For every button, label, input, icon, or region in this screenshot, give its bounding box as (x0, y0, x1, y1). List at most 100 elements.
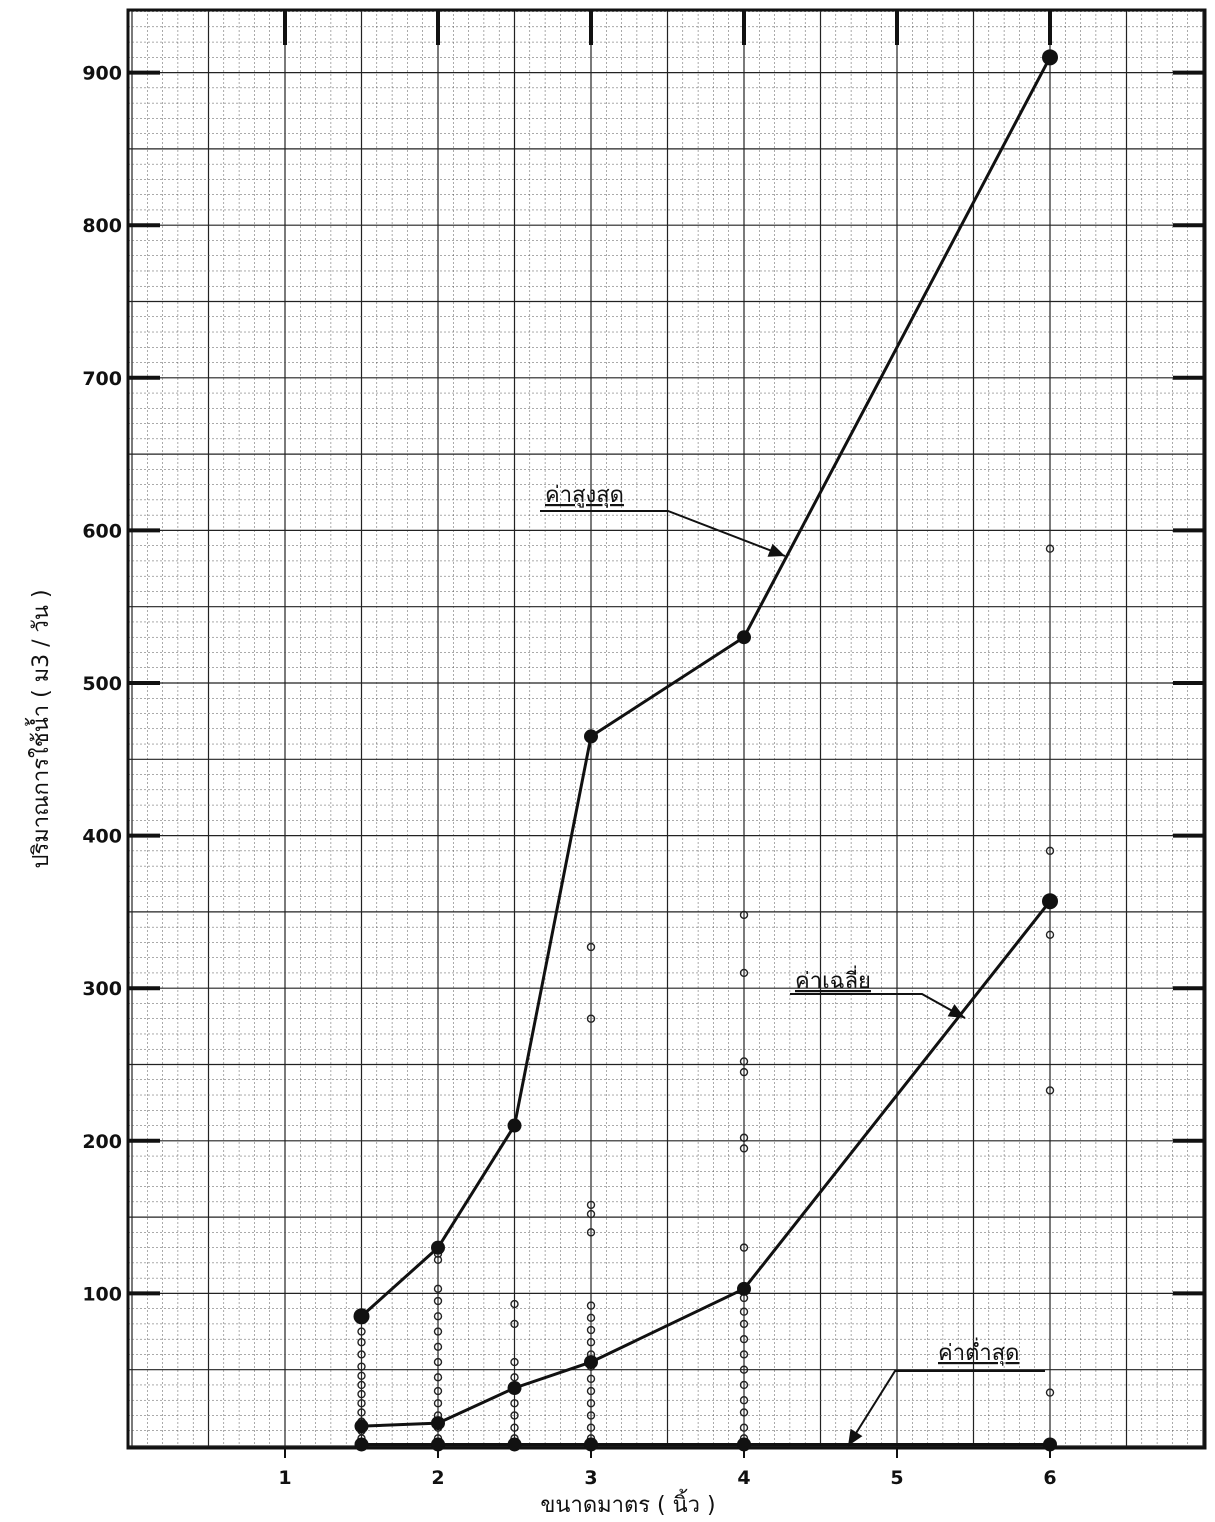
scatter-point (357, 1362, 366, 1371)
scatter-point (510, 1423, 519, 1432)
scatter-point (586, 1014, 596, 1023)
series-label: ค่าต่ำสุด (938, 1337, 1019, 1366)
series-point (584, 1355, 598, 1370)
scatter-point (739, 1408, 749, 1417)
scatter-point (1045, 930, 1055, 939)
scatter-point (357, 1338, 366, 1347)
scatter-point (739, 1350, 749, 1359)
y-tick-label: 700 (82, 368, 122, 390)
series-lines (353, 49, 1058, 1452)
arrow-head (848, 1428, 863, 1446)
scatter-point (433, 1255, 443, 1265)
y-tick-label: 800 (82, 215, 122, 237)
scatter-point (510, 1373, 519, 1382)
y-tick-label: 600 (82, 520, 122, 542)
y-tick-label: 400 (82, 826, 122, 848)
scatter-point (433, 1399, 443, 1408)
series-point (584, 729, 598, 744)
arrow-head (947, 1004, 965, 1018)
scatter-point (357, 1350, 366, 1359)
series-point (1042, 49, 1058, 66)
scatter-point (586, 1313, 596, 1323)
scatter-point (739, 910, 749, 920)
scatter-point (510, 1399, 519, 1408)
y-tick-label: 200 (82, 1131, 122, 1153)
series-point (507, 1437, 522, 1452)
series-point (431, 1416, 445, 1431)
series-point (1042, 893, 1058, 910)
scatter-point (586, 1338, 596, 1347)
x-tick-label: 3 (584, 1467, 597, 1489)
scatter-point (739, 1307, 749, 1316)
plot-frame (126, 8, 1207, 1450)
scatter-point (357, 1399, 366, 1408)
scatter-point (586, 1228, 596, 1237)
scatter-point (1045, 1086, 1055, 1095)
chart-grid (128, 10, 1205, 1448)
x-axis-title: ขนาดมาตร ( นิ้ว ) (540, 1489, 715, 1518)
scatter-point (586, 1423, 596, 1432)
scatter-point (739, 1380, 749, 1390)
y-axis-title: ปริมาณการใช้น้ำ ( ม3 / วัน ) (25, 589, 54, 868)
arrow-head (767, 543, 785, 557)
series-label: ค่าเฉลี่ย (795, 965, 871, 994)
scatter-point (433, 1327, 443, 1336)
scatter-point (739, 1423, 749, 1432)
series-point (507, 1118, 522, 1133)
series-point (354, 1419, 369, 1434)
scatter-point (739, 968, 749, 978)
series-point (584, 1437, 598, 1452)
scatter-point (510, 1299, 519, 1309)
scatter-point (739, 1243, 749, 1252)
scatter-point (510, 1357, 519, 1367)
scatter-point (586, 1399, 596, 1408)
series-point (431, 1240, 445, 1255)
scatter-point (739, 1133, 749, 1142)
series-point (737, 630, 751, 645)
scatter-point (739, 1067, 749, 1077)
scatter-point (586, 1209, 596, 1219)
scatter-point (1045, 1388, 1055, 1397)
y-tick-label: 900 (82, 63, 122, 85)
series-point (431, 1437, 445, 1452)
scatter-point (433, 1373, 443, 1382)
x-tick-label: 2 (431, 1467, 444, 1489)
y-axis-ticks: 100 200 300 400 500 600 700 800 900 (82, 63, 1205, 1305)
scatter-point (357, 1327, 366, 1336)
scatter-point (433, 1386, 443, 1396)
scatter-point (586, 942, 596, 952)
scatter-point (586, 1200, 596, 1210)
scatter-point (586, 1325, 596, 1335)
x-tick-label: 1 (278, 1467, 291, 1489)
leader-line (847, 1370, 1045, 1447)
x-tick-label: 4 (737, 1467, 750, 1489)
series-point (507, 1381, 522, 1396)
scatter-point (357, 1389, 366, 1399)
leader-line (540, 510, 786, 557)
scatter-point (739, 1057, 749, 1066)
scatter-point (586, 1411, 596, 1420)
scatter-point (586, 1386, 596, 1396)
x-tick-label: 6 (1043, 1467, 1056, 1489)
y-tick-label: 500 (82, 673, 122, 695)
series-point (1043, 1437, 1057, 1452)
scatter-point (1045, 846, 1055, 856)
scatter-point (586, 1301, 596, 1310)
scatter-point (433, 1284, 443, 1294)
scatter-point (357, 1408, 366, 1417)
scatter-point (357, 1371, 366, 1381)
series-line-1 (360, 56, 1052, 1318)
scatter-point (739, 1365, 749, 1374)
scatter-point (433, 1296, 443, 1306)
scatter-point (739, 1334, 749, 1344)
scatter-point (739, 1144, 749, 1153)
scatter-point (739, 1396, 749, 1405)
scatter-observations (357, 544, 1055, 1443)
scatter-point (510, 1411, 519, 1420)
scatter-point (357, 1380, 366, 1390)
series-line-2 (361, 900, 1052, 1428)
scatter-point (433, 1342, 443, 1352)
scatter-point (586, 1374, 596, 1384)
scatter-point (739, 1319, 749, 1329)
